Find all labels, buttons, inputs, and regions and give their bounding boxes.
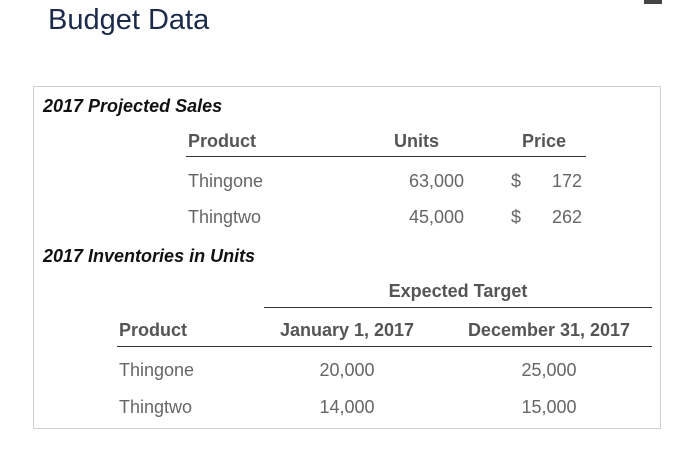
- inventories-row-dec: 15,000: [521, 397, 577, 417]
- budget-data-panel: 2017 Projected Sales Product Units Price…: [33, 86, 661, 429]
- sales-row-price: 262: [551, 207, 582, 227]
- sales-header-rule: [186, 156, 586, 157]
- inventories-row-jan: 14,000: [319, 397, 375, 417]
- sales-row-price: 172: [551, 171, 582, 191]
- inventories-header-dec: December 31, 2017: [467, 320, 631, 340]
- page-title: Budget Data: [48, 4, 210, 36]
- inventories-row-jan: 20,000: [319, 360, 375, 380]
- minimize-icon[interactable]: [644, 0, 662, 4]
- sales-row-product: Thingtwo: [188, 207, 262, 227]
- sales-header-units: Units: [394, 131, 439, 151]
- inventories-header-product: Product: [119, 320, 188, 340]
- sales-section-title: 2017 Projected Sales: [43, 96, 223, 116]
- inventories-group-rule: [264, 307, 652, 308]
- sales-row-currency: $: [511, 171, 522, 191]
- inventories-row-product: Thingtwo: [119, 397, 193, 417]
- inventories-header-rule: [117, 346, 652, 347]
- sales-header-product: Product: [188, 131, 257, 151]
- sales-row-units: 63,000: [408, 171, 464, 191]
- sales-row-units: 45,000: [408, 207, 464, 227]
- inventories-header-jan: January 1, 2017: [279, 320, 415, 340]
- sales-row-product: Thingone: [188, 171, 264, 191]
- inventories-group-header: Expected Target: [388, 281, 528, 301]
- sales-header-price: Price: [522, 131, 567, 151]
- inventories-section-title: 2017 Inventories in Units: [43, 246, 256, 266]
- inventories-row-dec: 25,000: [521, 360, 577, 380]
- sales-row-currency: $: [511, 207, 522, 227]
- inventories-row-product: Thingone: [119, 360, 195, 380]
